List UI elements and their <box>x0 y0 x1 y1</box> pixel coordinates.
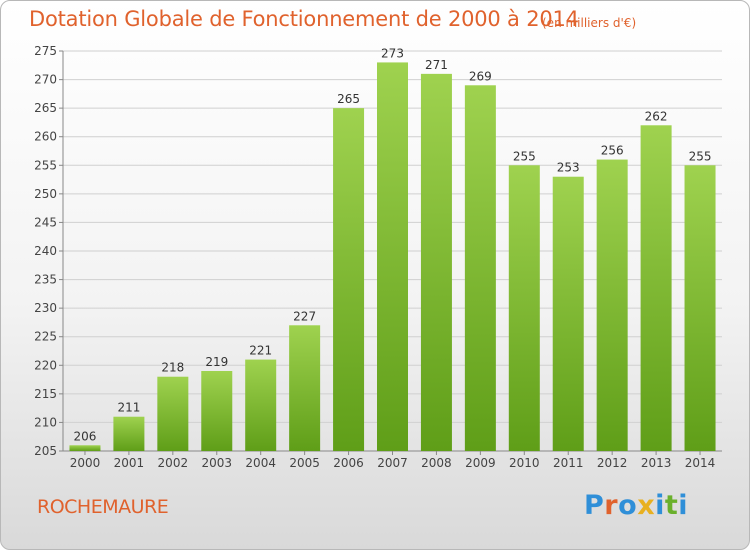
x-tick-label: 2008 <box>421 456 452 470</box>
bar-2003 <box>201 371 233 451</box>
y-tick-label: 210 <box>34 415 57 429</box>
logo-letter: x <box>637 490 656 521</box>
data-label-2002: 218 <box>161 361 184 375</box>
logo-letter: t <box>664 490 679 521</box>
x-tick-label: 2012 <box>597 456 628 470</box>
data-label-2011: 253 <box>557 161 580 175</box>
y-tick-label: 250 <box>34 187 57 201</box>
bar-2011 <box>552 176 584 451</box>
x-tick-labels: 2000 2001 2002 2003 2004 2005 2006 2007 2008 2009… <box>70 451 716 470</box>
bar-2000 <box>69 445 101 451</box>
x-tick-label: 2013 <box>641 456 672 470</box>
data-label-2008: 271 <box>425 58 448 72</box>
logo-letter: r <box>604 490 619 521</box>
bar-2007 <box>377 62 408 452</box>
data-label-2005: 227 <box>293 309 316 323</box>
data-label-2003: 219 <box>205 355 228 369</box>
x-tick-label: 2001 <box>114 456 145 470</box>
chart-subtitle: (en milliers d'€) <box>542 16 637 30</box>
x-tick-label: 2003 <box>201 456 232 470</box>
y-tick-label: 240 <box>34 244 57 258</box>
logo-letter: i <box>678 490 689 521</box>
bar-2012 <box>596 159 628 452</box>
bar-2004 <box>245 359 277 451</box>
commune-name: ROCHEMAURE <box>37 496 169 518</box>
y-tick-label: 275 <box>34 44 57 58</box>
x-tick-label: 2011 <box>553 456 584 470</box>
y-tick-label: 205 <box>34 444 57 458</box>
x-tick-label: 2006 <box>333 456 364 470</box>
y-tick-label: 245 <box>34 215 57 229</box>
x-tick-label: 2005 <box>289 456 320 470</box>
data-label-2009: 269 <box>469 69 492 83</box>
data-label-2012: 256 <box>601 144 624 158</box>
y-tick-label: 235 <box>34 273 57 287</box>
logo-letter: o <box>618 490 638 521</box>
proxiti-logo[interactable]: Proxiti <box>584 490 688 521</box>
bars <box>69 62 716 452</box>
y-tick-label: 215 <box>34 387 57 401</box>
bar-2008 <box>420 73 452 451</box>
x-tick-label: 2009 <box>465 456 496 470</box>
bar-2010 <box>508 165 540 452</box>
chart-title: Dotation Globale de Fonctionnement de 20… <box>29 7 579 31</box>
x-tick-label: 2000 <box>70 456 101 470</box>
y-tick-labels: 205 210 215 220 225 230 235 240 245 250 255 260 265 2… <box>34 44 57 458</box>
bar-2002 <box>157 376 189 451</box>
y-tick-label: 255 <box>34 158 57 172</box>
data-label-2007: 273 <box>381 46 404 60</box>
x-tick-label: 2004 <box>245 456 276 470</box>
y-tick-label: 225 <box>34 330 57 344</box>
x-tick-label: 2002 <box>158 456 189 470</box>
logo-letter: i <box>655 490 665 521</box>
data-label-2004: 221 <box>249 344 272 358</box>
bar-2005 <box>289 325 321 451</box>
x-tick-label: 2014 <box>685 456 716 470</box>
data-label-2000: 206 <box>74 429 97 443</box>
data-label-2001: 211 <box>117 401 140 415</box>
y-tick-label: 270 <box>34 73 57 87</box>
x-tick-label: 2007 <box>377 456 408 470</box>
logo-letter: P <box>584 490 605 521</box>
data-label-2014: 255 <box>689 149 712 163</box>
bar-2009 <box>464 85 496 452</box>
y-tick-label: 265 <box>34 101 57 115</box>
y-tick-label: 260 <box>34 130 57 144</box>
data-label-2006: 265 <box>337 92 360 106</box>
bar-2001 <box>113 416 145 451</box>
y-tick-label: 220 <box>34 358 57 372</box>
data-label-2013: 262 <box>645 109 668 123</box>
bar-2014 <box>684 165 716 452</box>
bar-2006 <box>333 108 365 452</box>
data-labels: 206 211 218 219 221 227 265 273 271 269 255 253 256 2… <box>74 46 712 443</box>
bar-2013 <box>640 125 672 452</box>
data-label-2010: 255 <box>513 149 536 163</box>
x-tick-label: 2010 <box>509 456 540 470</box>
y-tick-label: 230 <box>34 301 57 315</box>
